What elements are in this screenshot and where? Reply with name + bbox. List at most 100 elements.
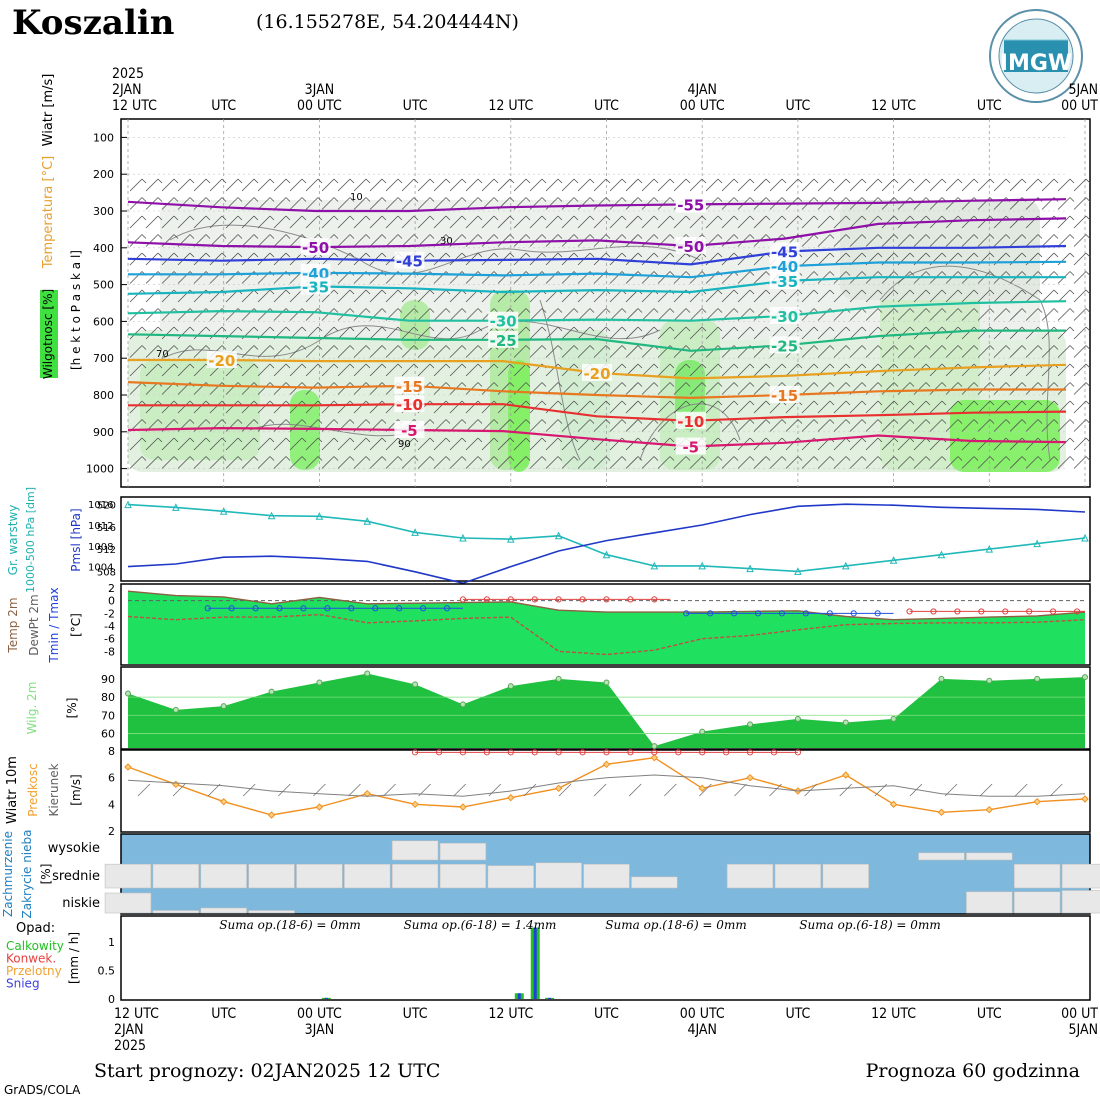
- wind-barb: [817, 456, 831, 469]
- wind-barb: [769, 289, 783, 303]
- wind-barb: [849, 345, 863, 358]
- wind-barb: [961, 197, 975, 210]
- top-time-label: 2025: [112, 66, 144, 82]
- wind-barb: [257, 456, 271, 469]
- wind-barb: [1009, 289, 1023, 303]
- wind-barb-flag: [333, 234, 339, 239]
- wind-barb: [433, 437, 447, 451]
- wind-barb: [273, 437, 287, 451]
- wind-barb: [897, 419, 911, 432]
- wind-barb: [529, 178, 543, 192]
- wind-barb-flag: [989, 456, 995, 461]
- wind-barb: [897, 197, 911, 210]
- cloud-bar: [200, 863, 247, 889]
- wind-barb-flag: [237, 215, 243, 221]
- wind-barb: [673, 456, 687, 469]
- wind-barb: [561, 289, 575, 303]
- wind-barb-flag: [829, 271, 835, 276]
- wind-barb: [193, 437, 207, 451]
- wind-barb: [1073, 308, 1087, 321]
- wind-barb: [385, 197, 399, 210]
- wind-barb: [881, 419, 895, 432]
- wind-barb-flag: [1021, 400, 1027, 406]
- wind-barb-flag: [941, 363, 947, 369]
- wind-barb-flag: [333, 308, 339, 313]
- wind-barb-flag: [285, 326, 291, 332]
- wind-barb-flag: [973, 345, 979, 350]
- top-time-label: 12 UTC: [488, 98, 533, 114]
- wind-barb: [561, 308, 575, 321]
- wind-barb-flag: [733, 382, 739, 387]
- wind-barb-flag: [781, 289, 787, 295]
- wind-barb: [913, 308, 927, 321]
- wind-barb: [593, 456, 607, 469]
- wind-barb-flag: [925, 363, 931, 369]
- bottom-time-label: UTC: [977, 1006, 1002, 1022]
- wind-barb: [977, 345, 991, 358]
- wind-barb: [193, 197, 207, 210]
- wind-barb-flag: [589, 345, 595, 350]
- wind-barb: [465, 308, 479, 321]
- gust-peak-marker: [770, 749, 778, 756]
- wind-direction-barb: [137, 783, 151, 797]
- wind-barb-flag: [653, 197, 659, 202]
- wind-barb: [145, 234, 159, 247]
- wind-barb-flag: [349, 437, 355, 443]
- wind-barb: [353, 456, 367, 469]
- gust-peak-marker: [746, 749, 754, 756]
- wind-barb: [433, 178, 447, 192]
- wind-barb: [433, 197, 447, 210]
- wind-barb-flag: [861, 382, 867, 387]
- wind-barb: [449, 289, 463, 303]
- wind-barb-flag: [269, 178, 275, 184]
- label-cloud-unit: [%]: [39, 864, 53, 885]
- wind-barb: [337, 234, 351, 247]
- wind-barb: [753, 289, 767, 303]
- wind-barb: [1041, 178, 1055, 192]
- wind-barb: [561, 419, 575, 432]
- wind-barb-flag: [557, 456, 563, 461]
- wind-barb-flag: [253, 178, 259, 184]
- label-cloud: Zachmurzenie: [1, 831, 15, 917]
- wind-barb-flag: [397, 308, 403, 313]
- wind-barb-flag: [941, 178, 947, 184]
- wind-barb: [881, 308, 895, 321]
- wind-barb: [561, 345, 575, 358]
- wind-barb: [1025, 178, 1039, 192]
- isotherm-label: -40: [771, 258, 798, 276]
- wind-barb-flag: [205, 437, 211, 443]
- wind-barb: [705, 456, 719, 469]
- cloud-bar: [487, 865, 535, 889]
- humidity-tick-label: 70: [101, 709, 115, 722]
- wind-barb: [289, 215, 303, 229]
- wind-barb: [273, 456, 287, 469]
- wind-barb: [993, 345, 1007, 358]
- wind-barb-flag: [893, 437, 899, 443]
- wind-barb: [129, 437, 143, 451]
- wind-barb: [193, 215, 207, 229]
- wind-barb-flag: [397, 197, 403, 202]
- wind-barb-flag: [669, 382, 675, 387]
- wind-barb: [817, 234, 831, 247]
- wind-barb: [1009, 326, 1023, 340]
- wind-barb: [993, 400, 1007, 414]
- wind-barb: [449, 437, 463, 451]
- label-tminmax: Tmin / Tmax: [47, 587, 61, 663]
- wind-barb-flag: [893, 197, 899, 202]
- cloud-bar: [439, 842, 487, 861]
- wind-barb: [161, 345, 175, 358]
- wind-barb-flag: [861, 271, 867, 276]
- wind-barb-flag: [397, 215, 403, 221]
- humidity-marker: [364, 670, 371, 677]
- wind-barb: [177, 456, 191, 469]
- wind-barb: [561, 215, 575, 229]
- wind-barb-flag: [989, 382, 995, 387]
- wind-barb-flag: [189, 178, 195, 184]
- wind-barb-flag: [333, 437, 339, 443]
- wind-barb-flag: [1053, 456, 1059, 461]
- wind-barb-flag: [461, 363, 467, 369]
- wind-barb: [897, 234, 911, 247]
- wind-barb-flag: [877, 197, 883, 202]
- isotherm-label: -30: [771, 308, 798, 326]
- wind-barb: [881, 400, 895, 414]
